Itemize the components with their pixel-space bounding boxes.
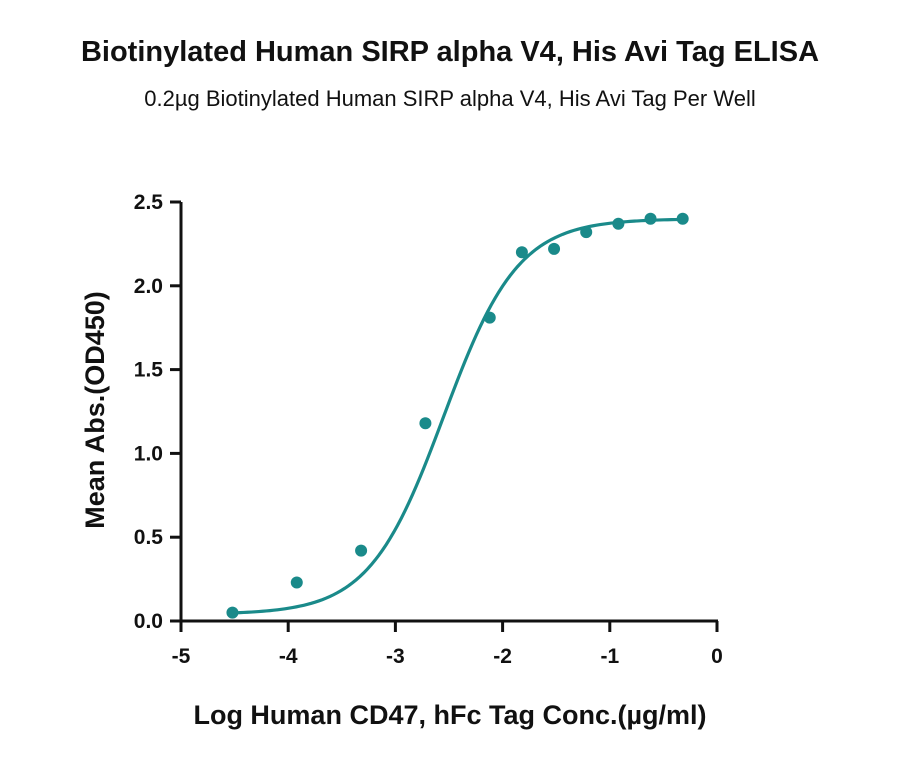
- data-point: [612, 217, 625, 230]
- y-tick-label: 2.0: [134, 275, 163, 298]
- ticks: -5 -4 -3 -2 -1 0 0.0 0.5 1.0 1.5 2.0 2.5: [134, 191, 723, 668]
- x-tick-label: -4: [279, 645, 298, 668]
- x-tick-label: -3: [386, 645, 405, 668]
- data-point: [676, 212, 689, 225]
- y-axis-label: Mean Abs.(OD450): [80, 291, 110, 529]
- x-tick-label: -1: [600, 645, 619, 668]
- axes: [179, 202, 718, 623]
- y-tick-label: 1.5: [134, 359, 164, 382]
- data-point: [548, 242, 561, 255]
- y-tick-label: 2.5: [134, 191, 164, 214]
- fit-curve: [230, 217, 685, 615]
- y-tick-label: 0.5: [134, 526, 164, 549]
- chart-subtitle: 0.2µg Biotinylated Human SIRP alpha V4, …: [144, 86, 756, 111]
- data-point: [355, 544, 368, 557]
- data-point: [644, 212, 657, 225]
- chart-title: Biotinylated Human SIRP alpha V4, His Av…: [80, 36, 820, 68]
- data-point: [580, 226, 593, 239]
- x-tick-label: 0: [711, 645, 723, 668]
- fit-curve-layer: [230, 217, 685, 615]
- y-tick-label: 0.0: [134, 610, 163, 633]
- data-point: [226, 606, 239, 619]
- x-tick-label: -2: [493, 645, 512, 668]
- y-tick-label: 1.0: [134, 442, 163, 465]
- x-axis-label: Log Human CD47, hFc Tag Conc.(µg/ml): [193, 700, 706, 730]
- data-point: [515, 246, 528, 259]
- data-point: [290, 576, 303, 589]
- data-point: [419, 417, 432, 430]
- data-points-layer: [226, 212, 689, 619]
- data-point: [483, 311, 496, 324]
- x-tick-label: -5: [172, 645, 191, 668]
